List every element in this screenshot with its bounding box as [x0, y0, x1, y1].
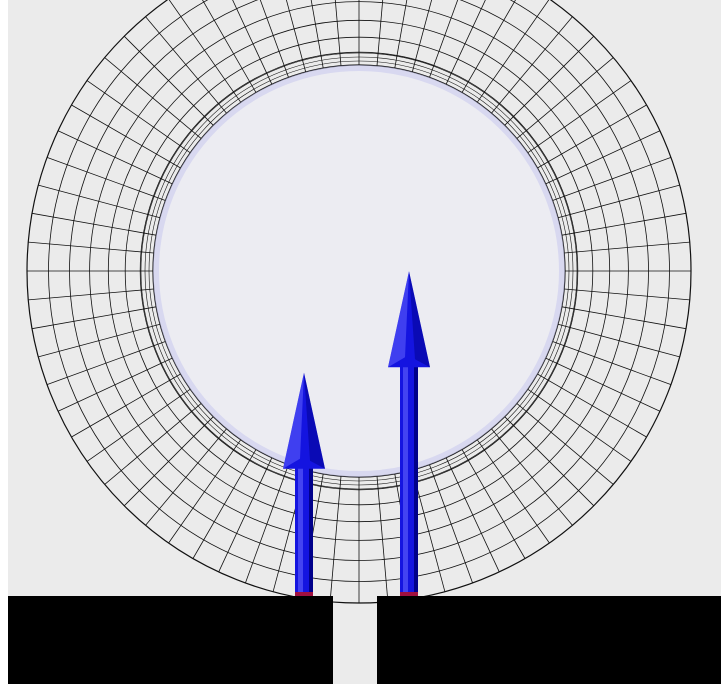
torus-spoke [145, 428, 227, 526]
torus-spoke [537, 373, 647, 438]
torus-hole [153, 65, 565, 477]
torus-spoke [28, 288, 154, 301]
torus-spoke [504, 416, 595, 507]
torus-spoke [71, 373, 181, 438]
torus-spoke [38, 323, 161, 358]
torus-spoke [376, 476, 389, 602]
torus-spoke [561, 212, 687, 236]
arrow-shaft-shadow [309, 464, 313, 596]
torus-spoke [564, 288, 690, 301]
torus-spoke [285, 0, 307, 73]
torus-inner-glow [153, 65, 565, 477]
torus-spoke [552, 341, 672, 385]
torus-spoke [46, 341, 166, 385]
torus-wireframe [26, 0, 692, 604]
arrow-base [295, 592, 313, 596]
torus-spoke [310, 0, 324, 69]
torus-spoke [516, 57, 614, 139]
right-arrow [388, 271, 430, 596]
torus-spoke [527, 388, 632, 462]
torus-spoke [123, 35, 214, 126]
torus-spoke [429, 0, 459, 78]
torus-spoke [461, 449, 526, 559]
arrow-head-shadow [304, 372, 325, 469]
ground-block [8, 596, 721, 684]
torus-spoke [516, 403, 614, 485]
torus-spoke [31, 306, 157, 330]
torus-spoke [394, 0, 408, 69]
torus-spoke [537, 104, 647, 169]
arrows [283, 271, 430, 596]
torus-spoke [71, 104, 181, 169]
torus-spoke [376, 0, 384, 66]
torus-spoke [104, 403, 202, 485]
torus-spoke [561, 306, 687, 330]
torus-spoke [491, 428, 573, 526]
arrow-head-shadow [409, 271, 430, 368]
torus-spoke [38, 184, 161, 219]
torus-spoke [552, 157, 672, 201]
torus-spoke [329, 476, 342, 602]
arrow-shaft-highlight [403, 363, 408, 596]
arrow-shaft-shadow [414, 363, 418, 596]
ground-right [377, 596, 721, 684]
torus-spoke [545, 357, 661, 412]
torus-spoke [476, 439, 550, 544]
torus-spoke [445, 0, 486, 85]
ground-left [8, 596, 333, 684]
torus-spoke [461, 0, 516, 93]
torus-spoke [527, 80, 632, 154]
left-arrow [283, 372, 325, 596]
torus-spoke [123, 416, 214, 507]
torus-spoke [168, 0, 242, 103]
arrow-head-highlight [283, 372, 304, 469]
torus-spoke [491, 16, 573, 114]
torus-spoke [557, 184, 680, 219]
ground-slot [333, 614, 377, 676]
torus-spoke [46, 157, 166, 201]
torus-spoke [28, 241, 154, 254]
torus-spoke [445, 457, 500, 573]
torus-spoke [31, 212, 157, 236]
torus-spoke [476, 0, 550, 103]
torus-spoke [57, 357, 173, 412]
torus-spoke [334, 0, 342, 66]
arrow-base [400, 592, 418, 596]
torus-spoke [564, 241, 690, 254]
arrow-shaft-highlight [298, 464, 303, 596]
torus-spoke [245, 464, 289, 584]
torus-spoke [429, 464, 473, 584]
torus-spoke [168, 439, 242, 544]
torus-spoke [411, 0, 433, 73]
torus-spoke [557, 323, 680, 358]
torus-spoke [545, 130, 661, 185]
torus-spoke [145, 16, 227, 114]
torus-spoke [232, 0, 273, 85]
torus-spoke [57, 130, 173, 185]
frame-strip [0, 0, 8, 684]
torus-spoke [202, 0, 257, 93]
torus-spoke [86, 80, 191, 154]
torus-spoke [504, 35, 595, 126]
torus-spoke [86, 388, 191, 462]
torus-spoke [218, 457, 273, 573]
torus-spoke [104, 57, 202, 139]
torus-spoke [259, 0, 289, 78]
arrow-head-highlight [388, 271, 409, 368]
torus-spoke [192, 449, 257, 559]
